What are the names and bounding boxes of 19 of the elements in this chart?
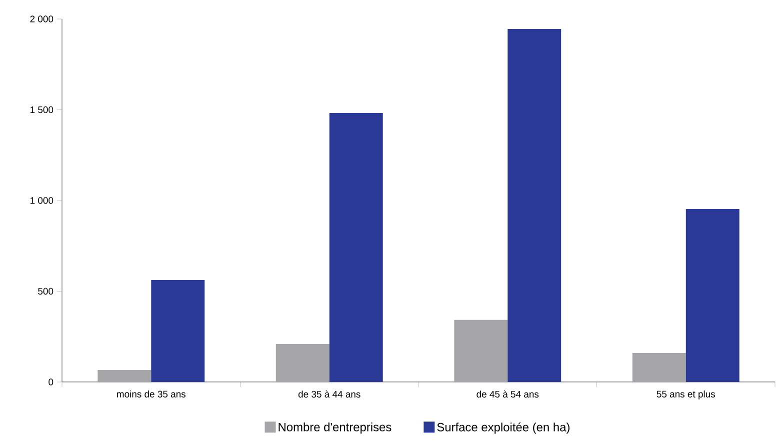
y-tick-label: 1 500 — [30, 106, 54, 114]
y-tick-label: 0 — [48, 378, 54, 386]
y-tick-label: 500 — [38, 288, 54, 295]
legend-label: Surface exploitée (en ha) — [437, 422, 570, 434]
bar — [151, 280, 205, 382]
bar — [98, 370, 152, 382]
y-tick-label: 2 000 — [30, 16, 54, 22]
legend-label: Nombre d'entreprises — [278, 422, 392, 434]
bar — [508, 28, 562, 382]
bar — [632, 352, 686, 382]
bar — [454, 320, 508, 382]
bar — [686, 209, 740, 382]
bar — [329, 113, 383, 382]
x-tick-label: de 35 à 44 ans — [298, 390, 360, 398]
y-tick-label: 1 000 — [30, 197, 54, 204]
x-tick-label: 55 ans et plus — [656, 390, 715, 400]
x-tick-label: de 45 à 54 ans — [476, 390, 539, 398]
x-tick-label: moins de 35 ans — [117, 390, 186, 398]
bar — [276, 344, 330, 382]
